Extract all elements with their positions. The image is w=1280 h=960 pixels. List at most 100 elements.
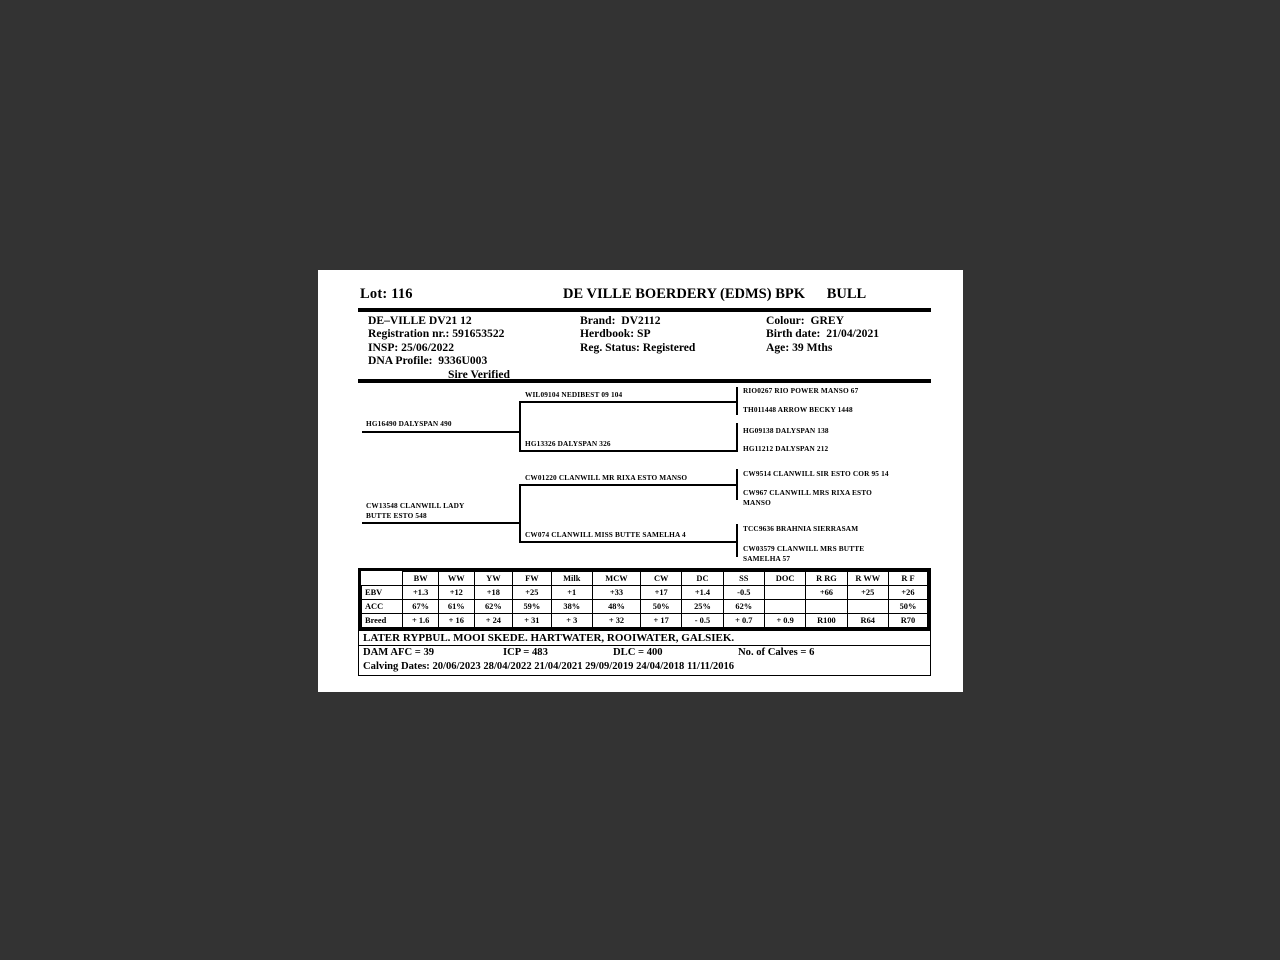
ebv-cell: +33 — [591, 585, 642, 600]
ebv-col-head-rww: R WW — [846, 571, 889, 586]
ebv-cell: +1.3 — [402, 585, 439, 600]
sire-connector — [514, 431, 520, 433]
ebv-row-label-acc: ACC — [360, 599, 404, 614]
pedigree-chart: HG16490 DALYSPAN 490 CW13548 CLANWILL LA… — [358, 383, 931, 568]
sire-bracket-vertical — [519, 401, 521, 450]
acc-cell: 62% — [722, 599, 765, 614]
dam-sire-underline — [519, 484, 736, 486]
breed-cell: + 16 — [437, 613, 475, 628]
ebv-col-head-fw: FW — [512, 571, 552, 586]
acc-cell: 59% — [512, 599, 552, 614]
sire-underline — [362, 431, 514, 433]
ebv-table: BW WW YW FW Milk MCW CW DC SS DOC R RG R… — [360, 571, 929, 628]
ebv-col-head-bw: BW — [402, 571, 439, 586]
breed-cell: + 24 — [473, 613, 514, 628]
pedigree-gg-3: HG09138 DALYSPAN 138 — [743, 426, 829, 435]
farm-title: DE VILLE BOERDERY (EDMS) BPK BULL — [563, 286, 867, 302]
remarks-note: LATER RYPBUL. MOOI SKEDE. HARTWATER, ROO… — [358, 631, 931, 646]
breed-cell: - 0.5 — [681, 613, 724, 628]
dam-afc-value: DAM AFC = 39 — [363, 647, 435, 658]
breeding-stats-row: DAM AFC = 39 ICP = 483 DLC = 400 No. of … — [363, 646, 930, 660]
ebv-col-head-0 — [361, 571, 404, 586]
ebv-col-head-rf: R F — [887, 571, 929, 586]
ebv-table-container: BW WW YW FW Milk MCW CW DC SS DOC R RG R… — [358, 568, 931, 631]
breed-cell: R70 — [887, 613, 929, 628]
gg-bracket-2 — [736, 423, 738, 452]
sire-sire-underline — [519, 401, 736, 403]
dam-connector — [514, 522, 520, 524]
ebv-col-head-yw: YW — [473, 571, 514, 586]
info-column-identity: DE–VILLE DV21 12 Registration nr.: 59165… — [368, 314, 505, 368]
pedigree-dam: CW13548 CLANWILL LADY BUTTE ESTO 548 — [366, 501, 465, 520]
lot-number: Lot: 116 — [360, 286, 413, 302]
ebv-col-head-milk: Milk — [550, 571, 593, 586]
ebv-row-label-breed: Breed — [360, 613, 404, 628]
ebv-col-head-doc: DOC — [763, 571, 807, 586]
ebv-header-row: BW WW YW FW Milk MCW CW DC SS DOC R RG R… — [361, 571, 929, 586]
info-column-registration: Brand: DV2112 Herdbook: SP Reg. Status: … — [580, 314, 696, 354]
breed-cell: R100 — [805, 613, 848, 628]
dam-underline — [362, 522, 514, 524]
header-rule-bottom — [358, 379, 931, 383]
sire-dam-underline — [519, 450, 736, 452]
pedigree-sire: HG16490 DALYSPAN 490 — [366, 419, 452, 428]
acc-cell — [805, 599, 848, 614]
icp-value: ICP = 483 — [503, 647, 548, 658]
breed-cell: + 1.6 — [402, 613, 439, 628]
pedigree-gg-5: CW9514 CLANWILL SIR ESTO COR 95 14 — [743, 469, 889, 478]
gg-bracket-4 — [736, 524, 738, 557]
breed-cell: R64 — [846, 613, 889, 628]
gg-bracket-3 — [736, 469, 738, 500]
breed-cell: + 32 — [591, 613, 642, 628]
breed-cell: + 3 — [550, 613, 593, 628]
ebv-cell: +18 — [473, 585, 514, 600]
catalogue-page: Lot: 116 DE VILLE BOERDERY (EDMS) BPK BU… — [318, 270, 963, 692]
ebv-cell: +12 — [437, 585, 475, 600]
acc-cell: 25% — [681, 599, 724, 614]
animal-info-block: DE–VILLE DV21 12 Registration nr.: 59165… — [358, 312, 931, 381]
ebv-cell: +25 — [846, 585, 889, 600]
pedigree-dam-sire: CW01220 CLANWILL MR RIXA ESTO MANSO — [525, 473, 688, 482]
ebv-col-head-ww: WW — [437, 571, 475, 586]
catalogue-sheet: Lot: 116 DE VILLE BOERDERY (EDMS) BPK BU… — [358, 286, 931, 678]
ebv-col-head-mcw: MCW — [591, 571, 642, 586]
table-row: Breed + 1.6 + 16 + 24 + 31 + 3 + 32 + 17… — [360, 613, 929, 628]
page-header: Lot: 116 DE VILLE BOERDERY (EDMS) BPK BU… — [358, 286, 931, 308]
ebv-cell: +26 — [887, 585, 929, 600]
acc-cell: 67% — [402, 599, 439, 614]
ebv-cell: -0.5 — [722, 585, 765, 600]
pedigree-gg-1: RIO0267 RIO POWER MANSO 67 — [743, 386, 859, 395]
ebv-cell: +66 — [805, 585, 848, 600]
pedigree-sire-sire: WIL09104 NEDIBEST 09 104 — [525, 390, 623, 399]
acc-cell — [846, 599, 889, 614]
pedigree-dam-dam: CW074 CLANWILL MISS BUTTE SAMELHA 4 — [525, 530, 686, 539]
breed-cell: + 0.9 — [763, 613, 807, 628]
info-column-physical: Colour: GREY Birth date: 21/04/2021 Age:… — [766, 314, 880, 354]
pedigree-gg-8: CW03579 CLANWILL MRS BUTTE SAMELHA 57 — [743, 544, 865, 563]
ebv-col-head-ss: SS — [722, 571, 765, 586]
acc-cell: 48% — [591, 599, 642, 614]
ebv-cell: +1.4 — [681, 585, 724, 600]
pedigree-gg-6: CW967 CLANWILL MRS RIXA ESTO MANSO — [743, 488, 872, 507]
table-row: ACC 67% 61% 62% 59% 38% 48% 50% 25% 62% … — [360, 599, 929, 614]
table-row: EBV +1.3 +12 +18 +25 +1 +33 +17 +1.4 -0.… — [360, 585, 929, 600]
breeding-stats-box: DAM AFC = 39 ICP = 483 DLC = 400 No. of … — [358, 646, 931, 676]
pedigree-sire-dam: HG13326 DALYSPAN 326 — [525, 439, 611, 448]
acc-cell: 38% — [550, 599, 593, 614]
ebv-row-label-ebv: EBV — [360, 585, 404, 600]
gg-bracket-1 — [736, 387, 738, 415]
ebv-col-head-dc: DC — [681, 571, 724, 586]
sire-verified-label: Sire Verified — [448, 368, 510, 381]
ebv-cell: +17 — [640, 585, 683, 600]
breed-cell: + 31 — [512, 613, 552, 628]
ebv-col-head-rrg: R RG — [805, 571, 848, 586]
acc-cell: 61% — [437, 599, 475, 614]
acc-cell — [763, 599, 807, 614]
dam-dam-underline — [519, 541, 736, 543]
acc-cell: 50% — [640, 599, 683, 614]
pedigree-gg-7: TCC9636 BRAHNIA SIERRASAM — [743, 524, 859, 533]
breed-cell: + 17 — [640, 613, 683, 628]
dlc-value: DLC = 400 — [613, 647, 663, 658]
number-of-calves-value: No. of Calves = 6 — [738, 647, 815, 658]
pedigree-gg-2: TH011448 ARROW BECKY 1448 — [743, 405, 853, 414]
